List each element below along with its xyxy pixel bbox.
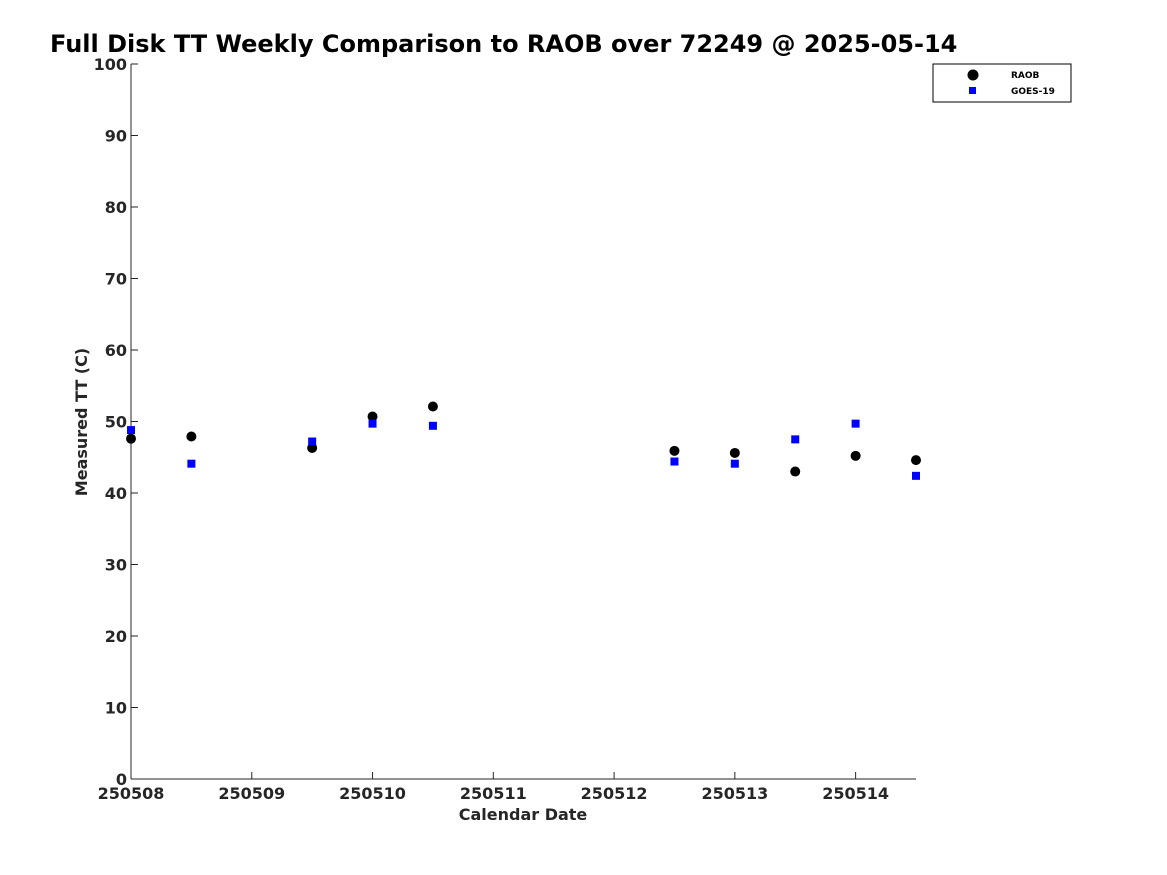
- goes-19-point: [912, 471, 920, 480]
- goes-19-point: [368, 419, 377, 428]
- y-tick-label: 70: [105, 270, 127, 289]
- x-tick-label: 250512: [581, 784, 648, 803]
- raob-point: [126, 433, 136, 444]
- x-axis-label: Calendar Date: [459, 805, 588, 824]
- x-tick-label: 250510: [339, 784, 406, 803]
- y-axis-ticks: 0 10 20 30 40 50 60 70 80 90 100: [94, 55, 138, 789]
- y-tick-label: 90: [105, 127, 127, 146]
- raob-point: [427, 401, 438, 412]
- y-tick-label: 40: [105, 484, 127, 503]
- legend-goes-19-label: GOES-19: [1011, 87, 1055, 97]
- goes-19-point: [428, 421, 437, 430]
- goes-19-point: [127, 426, 135, 435]
- y-tick-label: 60: [105, 341, 127, 360]
- legend-box: [932, 63, 1072, 103]
- y-tick-label: 30: [105, 556, 127, 575]
- chart-title: Full Disk TT Weekly Comparison to RAOB o…: [50, 30, 957, 58]
- goes-19-point: [670, 457, 679, 466]
- y-tick-label: 80: [105, 198, 127, 217]
- x-tick-label: 250509: [218, 784, 285, 803]
- x-tick-label: 250513: [701, 784, 768, 803]
- x-axis-ticks: 250508 250509 250510 250511 250512 250513 2505…: [98, 772, 889, 803]
- goes-19-point: [187, 459, 196, 468]
- y-axis-label: Measured TT (C): [72, 348, 91, 496]
- plot-area: 0 10 20 30 40 50 60 70 80 90 100 250508 250509 25051…: [94, 55, 921, 803]
- legend-raob-marker: [967, 69, 979, 81]
- goes-19-point: [308, 437, 317, 446]
- x-tick-label: 250511: [460, 784, 527, 803]
- x-tick-label: 250514: [822, 784, 889, 803]
- raob-point: [729, 447, 740, 458]
- y-tick-label: 50: [105, 413, 127, 432]
- raob-point: [186, 431, 197, 442]
- raob-point: [790, 466, 801, 477]
- legend-raob-label: RAOB: [1011, 71, 1040, 81]
- x-tick-label: 250508: [98, 784, 165, 803]
- goes-19-point: [851, 419, 860, 428]
- y-tick-label: 20: [105, 627, 127, 646]
- raob-point: [911, 455, 921, 466]
- raob-point: [850, 450, 861, 461]
- legend: RAOB GOES-19: [932, 63, 1072, 103]
- data-points: [126, 401, 921, 480]
- legend-goes-19-marker: [969, 87, 976, 94]
- goes-19-point: [791, 435, 800, 444]
- raob-point: [367, 411, 378, 422]
- y-tick-label: 100: [94, 55, 127, 74]
- goes-19-point: [730, 459, 739, 468]
- raob-point: [669, 445, 680, 456]
- y-tick-label: 10: [105, 699, 127, 718]
- y-tick-label: 0: [116, 770, 127, 789]
